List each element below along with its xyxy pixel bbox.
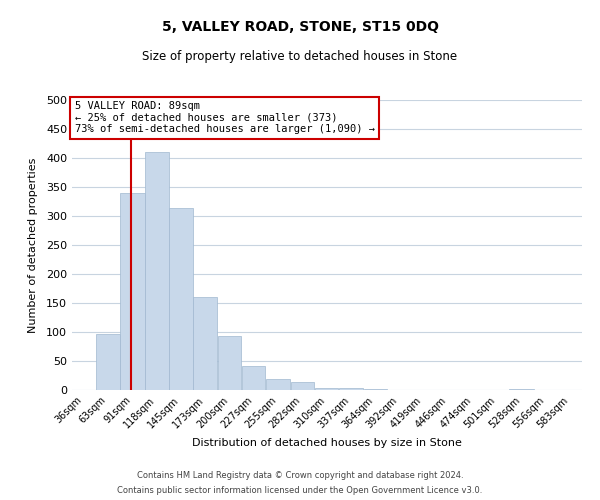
Bar bbox=[145, 152, 169, 390]
X-axis label: Distribution of detached houses by size in Stone: Distribution of detached houses by size … bbox=[192, 438, 462, 448]
Bar bbox=[218, 336, 241, 390]
Bar bbox=[242, 366, 265, 390]
Y-axis label: Number of detached properties: Number of detached properties bbox=[28, 158, 38, 332]
Text: 5 VALLEY ROAD: 89sqm
← 25% of detached houses are smaller (373)
73% of semi-deta: 5 VALLEY ROAD: 89sqm ← 25% of detached h… bbox=[74, 101, 374, 134]
Bar bbox=[120, 193, 145, 390]
Bar bbox=[169, 208, 193, 390]
Bar bbox=[266, 379, 290, 390]
Bar bbox=[315, 388, 338, 390]
Text: 5, VALLEY ROAD, STONE, ST15 0DQ: 5, VALLEY ROAD, STONE, ST15 0DQ bbox=[161, 20, 439, 34]
Text: Contains HM Land Registry data © Crown copyright and database right 2024.: Contains HM Land Registry data © Crown c… bbox=[137, 471, 463, 480]
Bar bbox=[96, 334, 120, 390]
Bar bbox=[193, 296, 217, 390]
Bar bbox=[339, 388, 363, 390]
Bar bbox=[291, 382, 314, 390]
Text: Contains public sector information licensed under the Open Government Licence v3: Contains public sector information licen… bbox=[118, 486, 482, 495]
Text: Size of property relative to detached houses in Stone: Size of property relative to detached ho… bbox=[142, 50, 458, 63]
